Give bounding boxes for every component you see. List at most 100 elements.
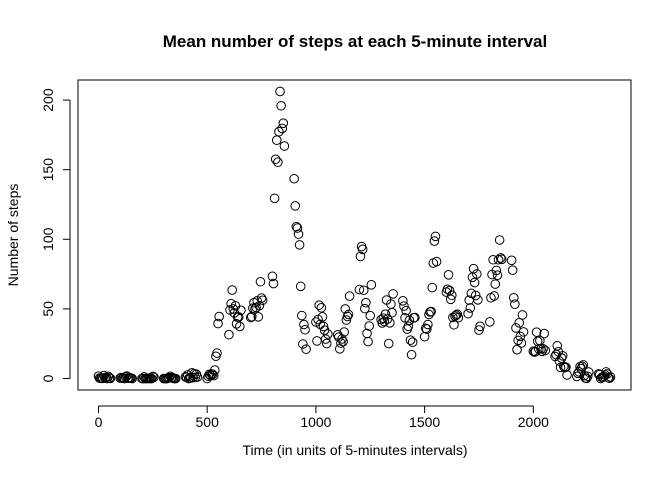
point: [473, 295, 483, 305]
point: [228, 304, 239, 314]
point: [290, 201, 301, 211]
point: [342, 311, 353, 322]
point: [594, 369, 605, 380]
point: [379, 316, 390, 327]
point: [512, 344, 522, 355]
point: [469, 277, 480, 288]
y-tick-label: 150: [40, 158, 56, 182]
y-tick-label: 100: [40, 227, 56, 251]
point: [443, 269, 454, 280]
point: [445, 294, 456, 305]
point: [363, 336, 373, 347]
point: [604, 373, 615, 384]
point: [485, 317, 495, 327]
point: [277, 123, 288, 134]
point: [318, 321, 329, 332]
point: [511, 323, 521, 333]
point: [255, 276, 266, 287]
point: [599, 371, 609, 382]
point: [256, 293, 267, 303]
point: [270, 154, 281, 165]
point: [344, 291, 355, 301]
point: [489, 291, 499, 301]
point: [271, 135, 282, 145]
point: [119, 373, 130, 384]
point: [421, 324, 432, 334]
point: [423, 319, 433, 330]
point: [235, 321, 245, 332]
point: [446, 290, 457, 301]
point: [227, 285, 237, 295]
point: [380, 309, 391, 319]
point: [531, 327, 542, 337]
point: [253, 312, 264, 322]
point: [557, 351, 568, 361]
point: [164, 372, 174, 383]
point: [127, 373, 137, 384]
point: [323, 329, 333, 339]
point: [486, 292, 496, 303]
point: [296, 310, 307, 321]
point: [361, 297, 371, 308]
point: [292, 223, 303, 233]
point: [358, 285, 369, 296]
point: [273, 157, 283, 167]
point: [453, 312, 464, 323]
point: [510, 299, 520, 309]
point: [236, 305, 246, 316]
point: [577, 361, 588, 372]
point: [406, 349, 417, 360]
point: [354, 284, 365, 295]
point: [257, 295, 268, 306]
point: [233, 312, 244, 322]
point: [364, 321, 374, 331]
point: [514, 318, 524, 328]
point: [293, 229, 304, 239]
point: [340, 304, 351, 314]
point: [429, 236, 440, 246]
point: [267, 271, 278, 282]
point: [581, 373, 592, 384]
point: [343, 309, 354, 320]
point: [475, 321, 485, 332]
point: [148, 371, 158, 382]
point: [365, 310, 376, 321]
point: [274, 126, 284, 137]
point: [491, 265, 502, 276]
point: [213, 318, 223, 329]
point: [426, 306, 436, 317]
point: [493, 254, 504, 265]
point: [316, 302, 327, 313]
point: [398, 296, 408, 306]
point: [224, 329, 234, 340]
point: [495, 253, 506, 263]
point: [508, 292, 519, 303]
point: [451, 310, 461, 320]
x-tick-label: 1500: [409, 414, 440, 430]
point: [403, 321, 414, 332]
point: [427, 282, 438, 293]
point: [212, 348, 222, 358]
point: [170, 373, 181, 384]
point: [383, 338, 394, 349]
point: [506, 255, 517, 266]
point: [268, 278, 279, 289]
point: [276, 100, 286, 111]
point: [507, 265, 518, 276]
point: [605, 372, 616, 382]
point: [472, 269, 482, 279]
point: [465, 303, 476, 313]
point: [516, 338, 527, 348]
point: [300, 324, 310, 335]
point: [279, 141, 290, 151]
point: [385, 318, 395, 328]
plot-box: [77, 79, 632, 391]
point: [103, 371, 114, 382]
point: [298, 339, 308, 349]
point: [245, 312, 256, 323]
point: [540, 345, 551, 356]
point: [492, 270, 503, 281]
point: [360, 303, 370, 314]
point: [573, 368, 583, 379]
y-tick-label: 0: [40, 374, 56, 382]
